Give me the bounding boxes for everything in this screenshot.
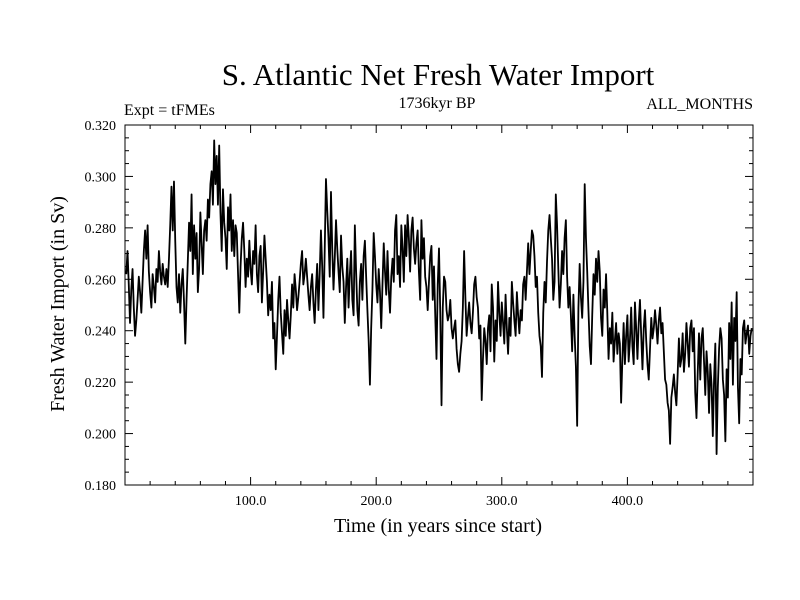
y-tick-label: 0.180 (85, 479, 117, 494)
y-tick-label: 0.260 (85, 273, 117, 288)
x-tick-label: 300.0 (486, 494, 518, 509)
y-tick-label: 0.220 (85, 376, 117, 391)
y-tick-label: 0.240 (85, 325, 117, 340)
plot-frame (124, 124, 754, 486)
x-tick-label: 200.0 (360, 494, 392, 509)
x-axis: 100.0 200.0 300.0 400.0 (149, 125, 729, 509)
x-tick-label: 100.0 (235, 494, 267, 509)
y-tick-label: 0.280 (85, 222, 117, 237)
x-axis-label: Time (in years since start) (334, 515, 542, 537)
y-tick-label: 0.300 (85, 170, 117, 185)
y-tick-label: 0.320 (85, 119, 117, 134)
period-label: 1736kyr BP (399, 95, 476, 112)
months-label: ALL_MONTHS (646, 96, 753, 113)
y-axis-label: Fresh Water Import (in Sv) (47, 196, 69, 412)
chart-title: S. Atlantic Net Fresh Water Import (222, 57, 655, 92)
y-tick-label: 0.200 (85, 428, 117, 443)
data-series-line (125, 139, 753, 456)
y-axis: 0.180 0.200 0.220 0.240 0.260 0.280 0.300 0.320 (85, 119, 753, 494)
experiment-label: Expt = tFMEs (124, 102, 215, 119)
x-tick-label: 400.0 (612, 494, 644, 509)
